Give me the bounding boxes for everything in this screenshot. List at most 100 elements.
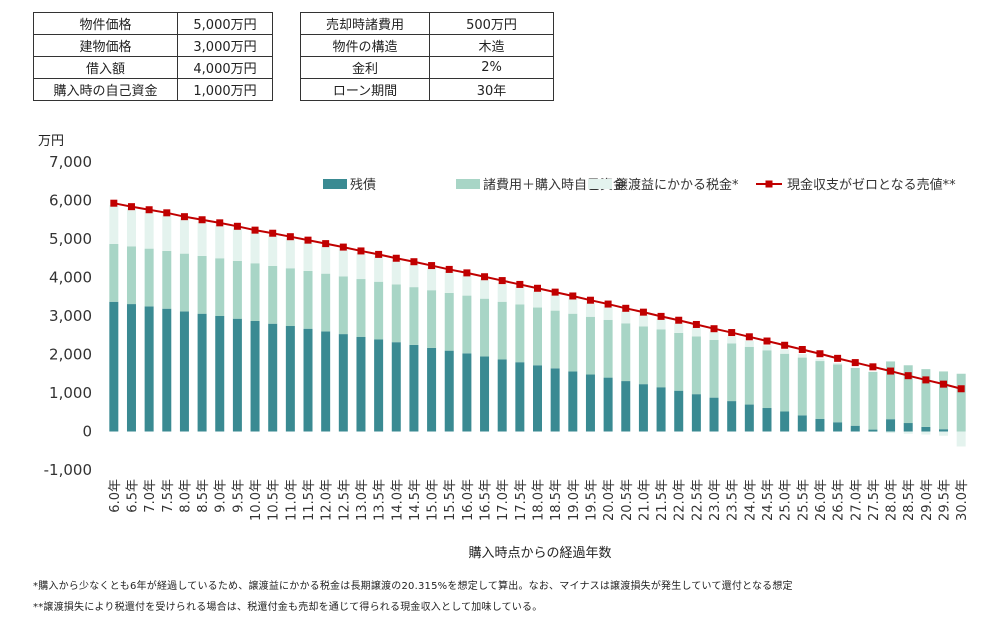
bar-segment <box>603 377 613 432</box>
x-tick-label: 7.5年 <box>161 479 176 513</box>
bar-segment <box>780 411 790 432</box>
x-tick-label: 10.0年 <box>249 479 264 521</box>
bar-segment <box>338 276 348 335</box>
bar-segment <box>638 384 648 432</box>
x-axis: 6.0年 6.5年 7.0年 7.5年 8.0年 8.5年 9.0年 9.5年 10.0年 10.… <box>108 479 970 521</box>
bar-segment <box>815 361 825 419</box>
x-tick-label: 17.0年 <box>496 479 511 521</box>
table-row: 金利 2% <box>300 56 554 79</box>
bar-segment <box>956 431 966 447</box>
line-point <box>569 292 577 300</box>
line-point <box>887 367 895 375</box>
line-point <box>375 250 383 258</box>
bar-segment <box>691 394 701 432</box>
bar-segment <box>391 284 401 343</box>
bar-segment <box>603 319 613 378</box>
x-tick-label: 7.0年 <box>143 479 158 513</box>
x-tick-label: 26.5年 <box>832 479 847 521</box>
bar-layer <box>109 205 966 447</box>
bar-segment <box>480 279 490 299</box>
x-tick-label: 18.5年 <box>549 479 564 521</box>
line-point <box>198 216 206 224</box>
bar-segment <box>656 318 666 330</box>
y-tick-label: 3,000 <box>49 307 92 325</box>
bar-segment <box>762 350 772 409</box>
x-tick-label: 8.0年 <box>178 479 193 513</box>
bar-segment <box>285 326 295 432</box>
line-point <box>216 219 224 227</box>
param-value: 2% <box>429 56 554 79</box>
bar-segment <box>232 228 242 261</box>
bar-segment <box>815 418 825 432</box>
bar-segment <box>162 214 172 251</box>
param-label: 物件価格 <box>33 12 178 35</box>
bar-segment <box>903 423 913 432</box>
bar-segment <box>321 331 331 432</box>
param-value: 500万円 <box>429 12 554 35</box>
bar-segment <box>144 306 154 432</box>
bar-segment <box>126 246 136 305</box>
bar-segment <box>480 356 490 432</box>
x-axis-title: 購入時点からの経過年数 <box>468 546 611 561</box>
bar-segment <box>886 419 896 432</box>
bar-segment <box>621 381 631 432</box>
param-value: 30年 <box>429 78 554 101</box>
x-tick-label: 28.0年 <box>885 479 900 521</box>
bar-segment <box>303 270 313 329</box>
y-tick-label: 0 <box>82 423 92 441</box>
bar-segment <box>285 238 295 269</box>
bar-segment <box>515 304 525 363</box>
legend-swatch <box>323 179 347 189</box>
table-row: ローン期間 30年 <box>300 78 554 101</box>
line-point <box>781 341 789 349</box>
bar-segment <box>585 302 595 317</box>
bar-segment <box>215 316 225 432</box>
bar-segment <box>162 250 172 309</box>
x-tick-label: 9.0年 <box>214 479 229 513</box>
bar-segment <box>674 323 684 333</box>
bar-segment <box>568 371 578 432</box>
bar-segment <box>886 431 896 434</box>
bar-segment <box>126 208 136 247</box>
footnote-1: *購入から少なくとも6年が経過しているため、譲渡益にかかる税金は長期譲渡の20.… <box>33 581 793 592</box>
line-point <box>392 254 400 262</box>
bar-segment <box>356 336 366 432</box>
bar-segment <box>497 359 507 432</box>
x-tick-label: 21.5年 <box>655 479 670 521</box>
bar-segment <box>427 347 437 432</box>
line-point <box>498 277 506 285</box>
bar-segment <box>638 314 648 327</box>
x-tick-label: 13.5年 <box>373 479 388 521</box>
legend-label: 譲渡益にかかる税金* <box>615 177 739 193</box>
bar-segment <box>462 295 472 354</box>
x-tick-label: 23.5年 <box>726 479 741 521</box>
line-point <box>692 320 700 328</box>
line-point <box>940 380 948 388</box>
param-label: 借入額 <box>33 56 178 79</box>
y-axis-unit-label: 万円 <box>38 134 64 149</box>
bar-segment <box>833 422 843 432</box>
param-label: 売却時諸費用 <box>300 12 430 35</box>
bar-segment <box>533 365 542 432</box>
x-tick-label: 16.5年 <box>479 479 494 521</box>
bar-segment <box>444 350 454 432</box>
line-point <box>357 247 365 255</box>
line-point <box>763 337 771 345</box>
bar-segment <box>850 367 860 426</box>
bar-segment <box>868 371 878 430</box>
y-tick-label: 7,000 <box>49 153 92 171</box>
bar-segment <box>462 353 472 432</box>
legend-label: 残債 <box>350 178 376 193</box>
bar-segment <box>868 429 878 432</box>
x-tick-label: 19.0年 <box>567 479 582 521</box>
bar-segment <box>797 415 807 432</box>
bar-segment <box>497 282 507 302</box>
line-point <box>445 265 453 273</box>
param-value: 3,000万円 <box>177 34 273 57</box>
bar-segment <box>939 429 949 432</box>
bar-segment <box>921 426 931 432</box>
x-tick-label: 17.5年 <box>514 479 529 521</box>
bar-segment <box>568 313 578 372</box>
bar-segment <box>762 408 772 432</box>
